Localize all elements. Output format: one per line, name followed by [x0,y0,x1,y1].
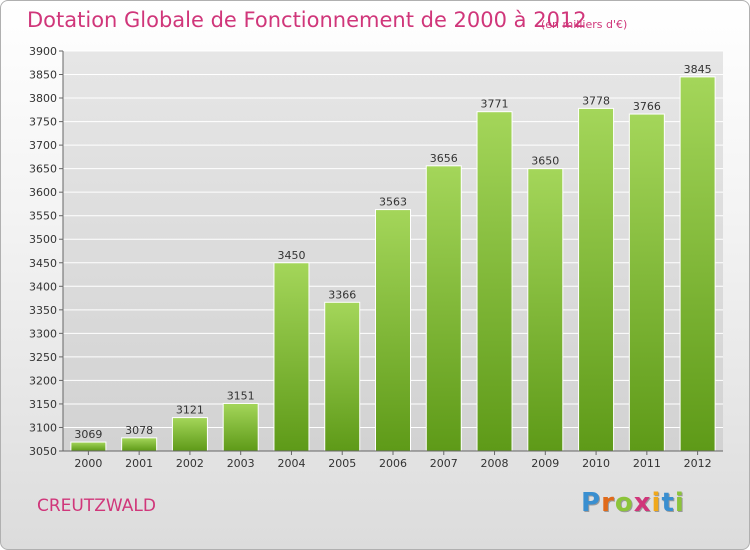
data-label-2003: 3151 [227,389,255,402]
x-tick-label-2009: 2009 [531,457,559,470]
logo-letter: P [581,488,602,518]
logo-letter: o [614,488,634,518]
y-tick-label: 3550 [29,210,57,223]
data-label-2006: 3563 [379,196,407,209]
y-tick-label: 3450 [29,257,57,270]
x-tick-label-2006: 2006 [379,457,407,470]
x-tick-label-2001: 2001 [125,457,153,470]
data-label-2005: 3366 [328,288,356,301]
y-axis: 3050 3100 3150 3200 3250 3300 3350 3400 3450 3500… [29,45,64,458]
y-tick-label: 3200 [29,374,57,387]
data-label-2000: 3069 [74,428,102,441]
data-label-2010: 3778 [582,94,610,107]
bar-2007 [425,165,462,452]
bar-2009 [527,168,564,452]
data-label-2007: 3656 [430,152,458,165]
data-label-2011: 3766 [633,100,661,113]
x-tick-label-2005: 2005 [328,457,356,470]
y-tick-label: 3850 [29,69,57,82]
logo-letter: x [633,488,652,518]
proxiti-logo: Proxiti [581,488,685,518]
y-tick-label: 3100 [29,421,57,434]
x-tick-label-2003: 2003 [227,457,255,470]
bar-2003 [222,402,259,452]
x-tick-label-2002: 2002 [176,457,204,470]
bar-2002 [171,417,208,452]
y-tick-label: 3700 [29,139,57,152]
bar-2005 [324,301,361,452]
x-tick-label-2011: 2011 [633,457,661,470]
data-label-2004: 3450 [277,249,305,262]
chart-subtitle: (en milliers d'€) [541,18,628,31]
bar-2008 [476,111,513,452]
logo-letter: t [661,488,675,518]
y-tick-label: 3350 [29,304,57,317]
data-label-2008: 3771 [481,98,509,111]
x-axis: 2000 2001 2002 2003 2004 2005 2006 2007 2008 2009… [63,450,723,470]
data-label-2001: 3078 [125,424,153,437]
y-tick-label: 3750 [29,116,57,129]
y-tick-label: 3500 [29,233,57,246]
commune-name: CREUTZWALD [37,496,156,516]
data-label-2002: 3121 [176,404,204,417]
logo-letter: i [674,488,685,518]
x-tick-label-2008: 2008 [481,457,509,470]
data-label-2012: 3845 [684,63,712,76]
data-labels: 3069 3078 3121 3151 3450 3366 3563 3656 3771 3650… [74,63,711,441]
bar-2010 [578,107,615,452]
logo-letter: r [601,488,615,518]
bar-2001 [121,437,158,452]
bar-2000 [70,441,107,452]
x-tick-label-2012: 2012 [684,457,712,470]
y-tick-label: 3600 [29,186,57,199]
chart-title: Dotation Globale de Fonctionnement de 20… [27,8,587,32]
data-label-2009: 3650 [531,155,559,168]
y-tick-label: 3050 [29,445,57,458]
x-tick-label-2010: 2010 [582,457,610,470]
bars [70,76,716,452]
bar-2004 [273,262,310,452]
y-tick-label: 3400 [29,280,57,293]
x-tick-label-2004: 2004 [277,457,305,470]
y-tick-label: 3300 [29,327,57,340]
bar-2012 [679,76,716,452]
x-tick-label-2000: 2000 [74,457,102,470]
y-tick-label: 3250 [29,351,57,364]
y-tick-label: 3650 [29,163,57,176]
x-tick-label-2007: 2007 [430,457,458,470]
y-tick-label: 3900 [29,45,57,58]
bar-2006 [375,209,411,452]
y-tick-label: 3150 [29,398,57,411]
logo-letter: i [651,488,662,518]
y-tick-label: 3800 [29,92,57,105]
bar-2011 [628,113,665,452]
